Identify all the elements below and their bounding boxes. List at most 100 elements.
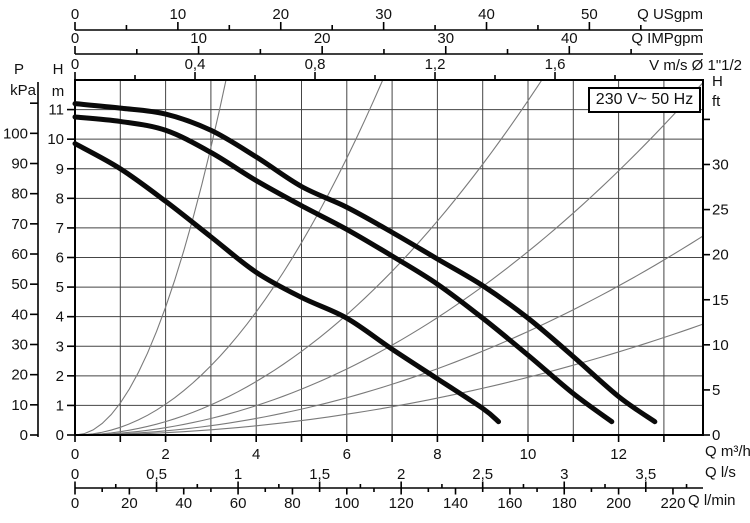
pressure-axis-symbol: P bbox=[13, 61, 24, 78]
flow-unit-impgpm: Q IMPgpm bbox=[631, 30, 703, 47]
voltage-frequency-badge: 230 V~ 50 Hz bbox=[588, 87, 701, 113]
svg-text:10: 10 bbox=[520, 446, 537, 463]
svg-text:0,5: 0,5 bbox=[146, 466, 167, 483]
svg-text:30: 30 bbox=[375, 6, 392, 23]
svg-text:40: 40 bbox=[561, 30, 578, 47]
axis-kpa: 0 10 20 30 40 50 60 70 80 90 100 bbox=[3, 82, 39, 444]
svg-text:0: 0 bbox=[712, 427, 720, 444]
svg-text:160: 160 bbox=[497, 495, 522, 512]
flow-unit-lmin: Q l/min bbox=[688, 492, 736, 509]
svg-text:70: 70 bbox=[11, 216, 28, 233]
svg-text:7: 7 bbox=[56, 220, 64, 237]
svg-text:90: 90 bbox=[11, 156, 28, 173]
grid bbox=[75, 80, 703, 435]
svg-text:50: 50 bbox=[11, 276, 28, 293]
svg-text:220: 220 bbox=[660, 495, 685, 512]
svg-text:10: 10 bbox=[47, 131, 64, 148]
flow-unit-ls: Q l/s bbox=[705, 464, 736, 481]
svg-text:9: 9 bbox=[56, 161, 64, 178]
pressure-axis-unit: kPa bbox=[10, 82, 36, 99]
flow-unit-m3h: Q m³/h bbox=[705, 443, 750, 460]
pump-curve-bottom bbox=[72, 141, 502, 425]
bottom-axes: 0 2 4 6 8 10 120 0,5 1 1,5 2 2,5 3 3,50 20 40 60 80 100 120… bbox=[71, 435, 703, 512]
svg-text:4: 4 bbox=[252, 446, 260, 463]
plot-frame bbox=[74, 79, 704, 436]
svg-text:2: 2 bbox=[161, 446, 169, 463]
svg-text:3,5: 3,5 bbox=[635, 466, 656, 483]
svg-text:0,8: 0,8 bbox=[305, 56, 326, 73]
svg-text:200: 200 bbox=[606, 495, 631, 512]
svg-text:2,5: 2,5 bbox=[472, 466, 493, 483]
svg-text:20: 20 bbox=[712, 247, 729, 264]
velocity-unit-label: V m/s Ø 1"1/2 bbox=[649, 57, 742, 74]
pump-curve-top bbox=[72, 101, 658, 425]
svg-text:11: 11 bbox=[48, 102, 64, 119]
svg-text:8: 8 bbox=[433, 446, 441, 463]
svg-text:60: 60 bbox=[230, 495, 247, 512]
svg-text:50: 50 bbox=[581, 6, 598, 23]
svg-text:1,5: 1,5 bbox=[309, 466, 330, 483]
svg-text:2: 2 bbox=[56, 368, 64, 385]
axis-usgpm: 0 10 20 30 40 50 bbox=[71, 6, 703, 31]
axis-vms: 0 0,4 0,8 1,2 1,6 bbox=[71, 56, 703, 81]
svg-text:40: 40 bbox=[175, 495, 192, 512]
svg-text:25: 25 bbox=[712, 202, 729, 219]
svg-text:3: 3 bbox=[560, 466, 568, 483]
svg-text:0: 0 bbox=[20, 427, 28, 444]
svg-text:5: 5 bbox=[712, 382, 720, 399]
svg-text:120: 120 bbox=[389, 495, 414, 512]
axis-m3h: 0 2 4 6 8 10 12 bbox=[71, 435, 665, 463]
svg-text:0: 0 bbox=[71, 6, 79, 23]
svg-text:80: 80 bbox=[11, 186, 28, 203]
svg-text:0: 0 bbox=[71, 56, 79, 73]
svg-text:10: 10 bbox=[170, 6, 187, 23]
flow-unit-usgpm: Q USgpm bbox=[637, 6, 703, 23]
svg-text:80: 80 bbox=[284, 495, 301, 512]
svg-text:6: 6 bbox=[343, 446, 351, 463]
svg-text:60: 60 bbox=[11, 246, 28, 263]
svg-text:40: 40 bbox=[478, 6, 495, 23]
system-curve bbox=[74, 235, 704, 436]
svg-text:1: 1 bbox=[234, 466, 242, 483]
svg-text:12: 12 bbox=[610, 446, 627, 463]
pump-curve-middle bbox=[72, 114, 615, 425]
svg-text:100: 100 bbox=[3, 125, 28, 142]
svg-text:3: 3 bbox=[56, 338, 64, 355]
system-curve bbox=[74, 79, 384, 436]
svg-text:0: 0 bbox=[71, 466, 79, 483]
head-axis-unit-ft: ft bbox=[712, 93, 721, 110]
svg-text:4: 4 bbox=[56, 309, 64, 326]
axis-impgpm: 0 10 20 30 40 bbox=[71, 30, 703, 55]
svg-text:8: 8 bbox=[56, 190, 64, 207]
svg-text:40: 40 bbox=[11, 306, 28, 323]
svg-text:15: 15 bbox=[712, 292, 729, 309]
svg-text:0: 0 bbox=[71, 30, 79, 47]
axis-ft: 0 5 10 15 20 25 30 bbox=[703, 118, 729, 444]
svg-text:0: 0 bbox=[71, 446, 79, 463]
system-curve bbox=[74, 79, 543, 436]
svg-text:30: 30 bbox=[712, 156, 729, 173]
system-loss-curves bbox=[74, 79, 704, 436]
svg-text:5: 5 bbox=[56, 279, 64, 296]
svg-text:30: 30 bbox=[11, 337, 28, 354]
svg-text:20: 20 bbox=[272, 6, 289, 23]
svg-text:140: 140 bbox=[443, 495, 468, 512]
axis-ls-lmin: 0 0,5 1 1,5 2 2,5 3 3,5 0 20 40 60 80 100 120 140 160 180… bbox=[71, 466, 703, 512]
system-curve bbox=[74, 82, 704, 436]
svg-text:10: 10 bbox=[190, 30, 207, 47]
system-curve bbox=[74, 323, 704, 436]
svg-text:20: 20 bbox=[121, 495, 138, 512]
svg-text:30: 30 bbox=[437, 30, 454, 47]
svg-text:100: 100 bbox=[334, 495, 359, 512]
svg-text:20: 20 bbox=[314, 30, 331, 47]
svg-text:0: 0 bbox=[71, 495, 79, 512]
svg-text:10: 10 bbox=[712, 337, 729, 354]
svg-text:10: 10 bbox=[11, 397, 28, 414]
svg-text:1,2: 1,2 bbox=[425, 56, 446, 73]
svg-text:0: 0 bbox=[56, 427, 64, 444]
svg-text:180: 180 bbox=[552, 495, 577, 512]
svg-text:1,6: 1,6 bbox=[545, 56, 566, 73]
svg-text:20: 20 bbox=[11, 367, 28, 384]
